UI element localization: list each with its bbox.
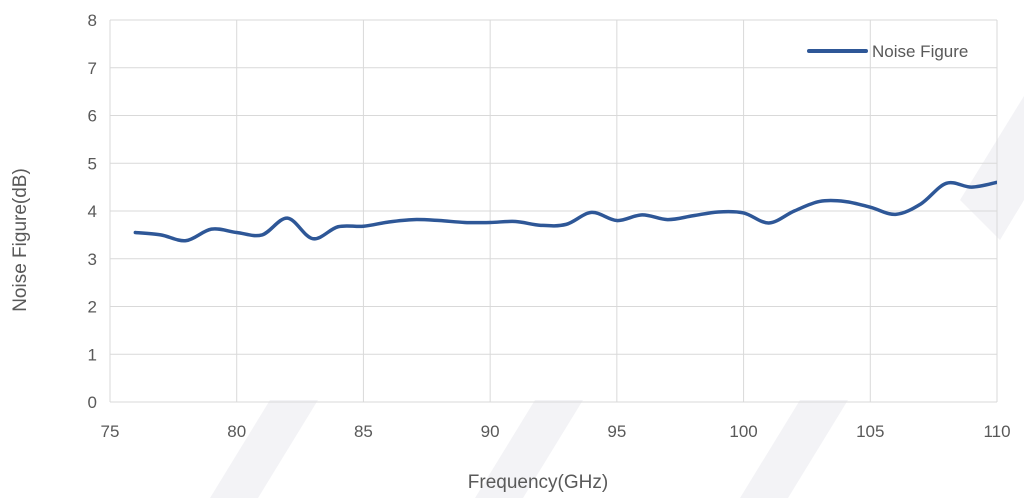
legend-label-noise-figure: Noise Figure bbox=[872, 42, 968, 61]
y-tick-label: 3 bbox=[88, 250, 97, 269]
background-band bbox=[475, 400, 583, 498]
x-tick-label: 100 bbox=[729, 422, 757, 441]
background-band bbox=[960, 96, 1024, 240]
x-tick-labels: 75 80 85 90 95 100 105 110 bbox=[101, 422, 1011, 441]
legend: Noise Figure bbox=[807, 42, 968, 61]
y-tick-labels: 0 1 2 3 4 5 6 7 8 bbox=[88, 11, 97, 412]
series-line-noise-figure bbox=[133, 180, 997, 243]
x-tick-label: 95 bbox=[607, 422, 626, 441]
y-tick-label: 5 bbox=[88, 154, 97, 173]
y-tick-label: 1 bbox=[88, 345, 97, 364]
y-tick-label: 0 bbox=[88, 393, 97, 412]
y-tick-label: 7 bbox=[88, 59, 97, 78]
y-axis-title: Noise Figure(dB) bbox=[10, 168, 31, 312]
x-tick-label: 80 bbox=[227, 422, 246, 441]
x-tick-label: 105 bbox=[856, 422, 884, 441]
series-layer bbox=[133, 180, 997, 243]
y-tick-label: 2 bbox=[88, 298, 97, 317]
x-tick-label: 75 bbox=[101, 422, 120, 441]
background-decoration bbox=[210, 96, 1024, 498]
x-axis-title: Frequency(GHz) bbox=[468, 472, 608, 493]
x-tick-label: 90 bbox=[481, 422, 500, 441]
background-band bbox=[210, 400, 318, 498]
grid bbox=[109, 19, 998, 403]
background-band bbox=[740, 400, 848, 498]
x-tick-label: 110 bbox=[983, 422, 1010, 441]
y-tick-label: 6 bbox=[88, 107, 97, 126]
x-tick-label: 85 bbox=[354, 422, 373, 441]
y-tick-label: 8 bbox=[88, 11, 97, 30]
y-tick-label: 4 bbox=[88, 202, 97, 221]
